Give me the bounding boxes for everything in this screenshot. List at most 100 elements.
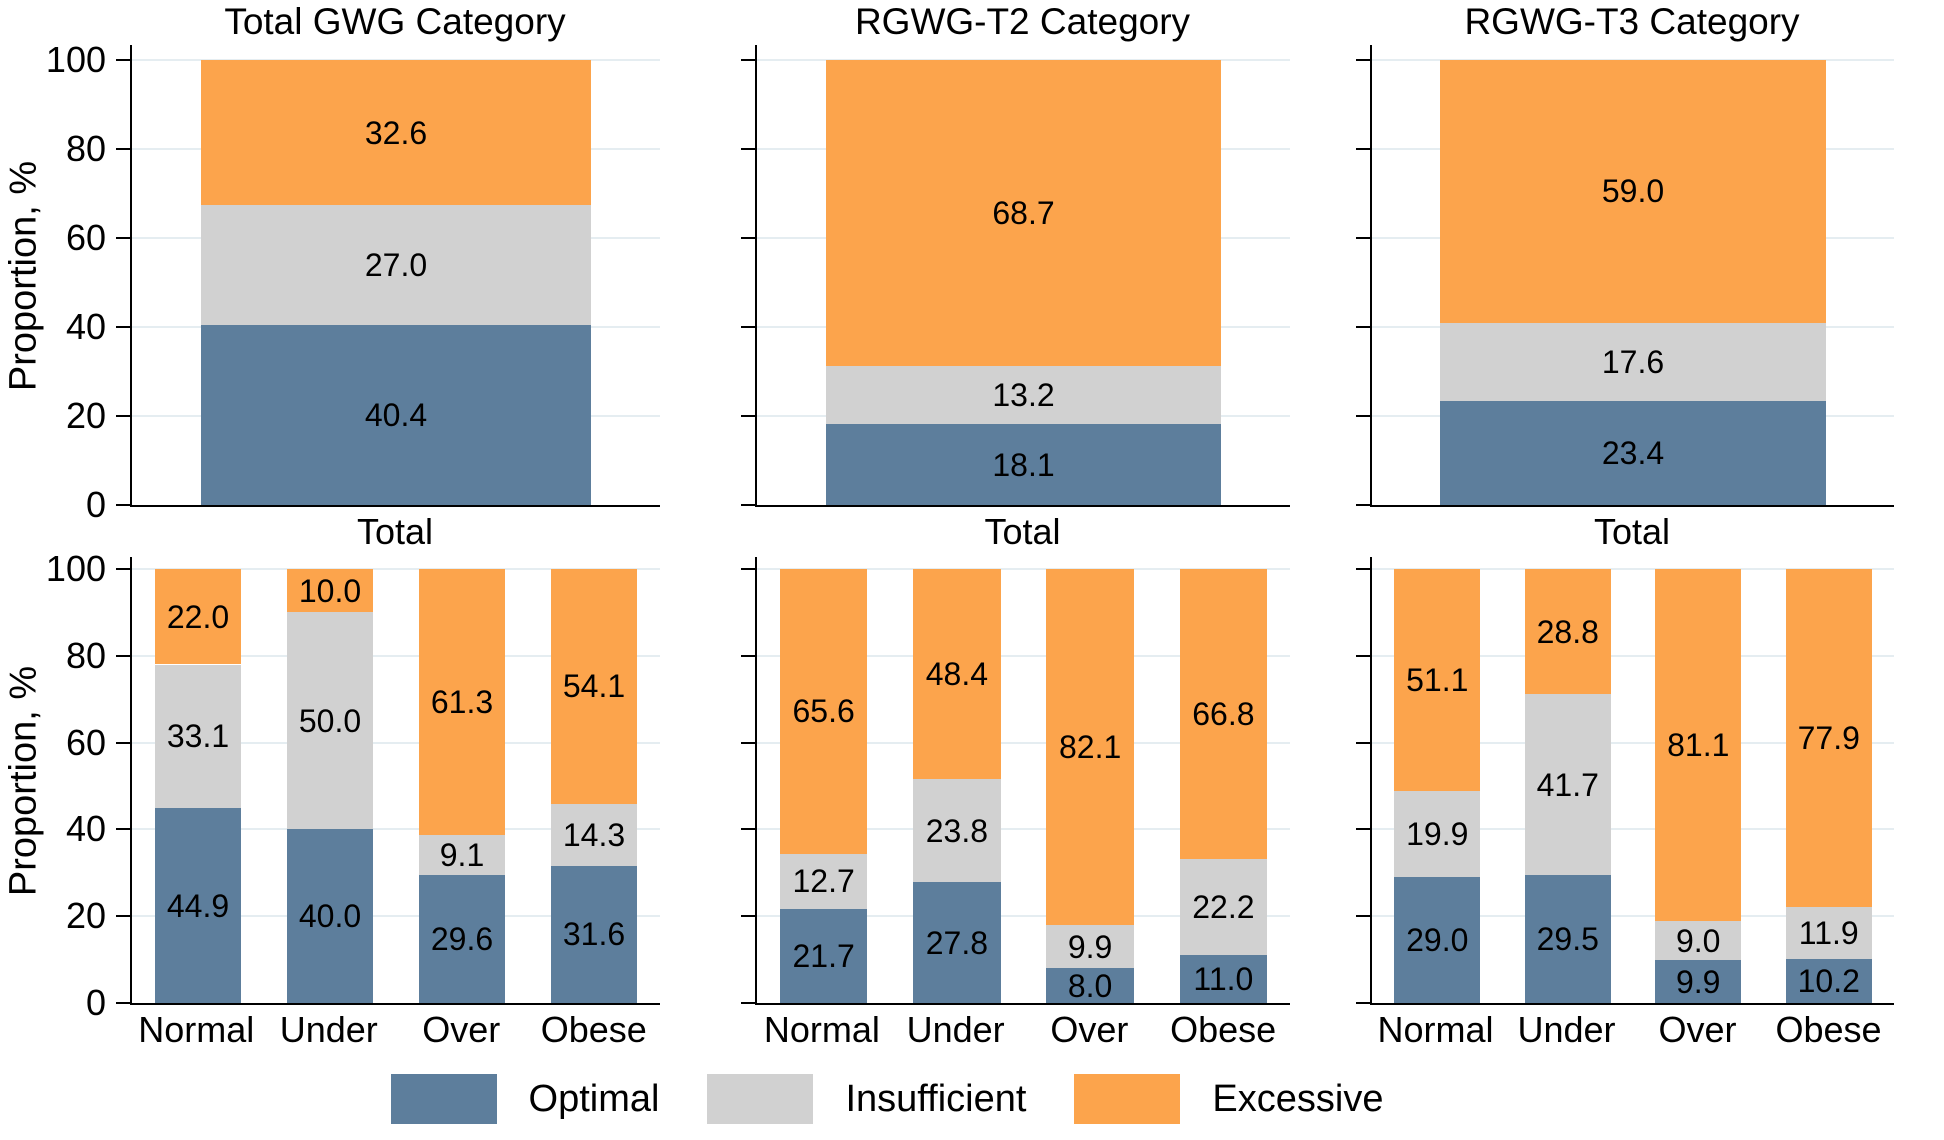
plot-area-rgwg-t3: 23.4 17.6 59.0: [1370, 45, 1894, 507]
y-tick-mark-40: [1356, 828, 1370, 831]
x-category-label-total: Total: [356, 511, 434, 552]
segment-value-label: 22.0: [166, 598, 230, 635]
x-category-label-normal: Normal: [138, 1009, 255, 1050]
y-tick-mark-0: [741, 504, 755, 506]
x-category-label-under: Under: [1517, 1009, 1616, 1050]
y-tick-mark-40: [116, 326, 130, 328]
gridline-80: [757, 654, 1290, 657]
panel-title-rgwg-t3: RGWG-T3 Category: [1464, 1, 1800, 42]
x-category-label-under: Under: [906, 1009, 1005, 1050]
y-tick-label-60: 60: [65, 721, 106, 763]
bar-segment-insufficient: 12.7: [779, 853, 868, 909]
bar-segment-excessive: 28.8: [1524, 569, 1611, 694]
segment-value-label: 41.7: [1536, 766, 1599, 803]
legend-label-excessive: Excessive: [1212, 1077, 1384, 1120]
y-tick-mark-80: [116, 148, 130, 150]
segment-value-label: 54.1: [562, 668, 626, 705]
bar-segment-insufficient: 27.0: [200, 205, 592, 326]
bar-segment-optimal: 40.0: [286, 829, 374, 1003]
y-tick-mark-20: [116, 915, 130, 918]
y-tick-label-80: 80: [65, 128, 106, 169]
segment-value-label: 81.1: [1667, 727, 1730, 763]
segment-value-label: 9.9: [1067, 928, 1113, 965]
chart-panel-rgwg-t3-by-bmi: 29.0 19.9 51.1 29.5 41.7 28.8 9.9 9.0 81.1 10.2 11…: [1290, 557, 1944, 1057]
legend-swatch-optimal: [390, 1073, 497, 1124]
segment-value-label: 68.7: [992, 194, 1055, 231]
segment-value-label: 29.0: [1406, 922, 1469, 959]
y-tick-mark-40: [741, 326, 755, 328]
y-tick-mark-80: [741, 148, 755, 150]
y-tick-mark-60: [116, 237, 130, 239]
bar-segment-excessive: 65.6: [779, 569, 868, 854]
segment-value-label: 9.1: [439, 836, 485, 873]
plot-area-rgwg-t3-bmi: 29.0 19.9 51.1 29.5 41.7 28.8 9.9 9.0 81.1 10.2 11…: [1370, 557, 1894, 1005]
bar-segment-optimal: 9.9: [1655, 960, 1742, 1003]
x-category-label-obese: Obese: [1170, 1009, 1277, 1050]
y-tick-mark-40: [116, 828, 130, 831]
plot-area-total-gwg-bmi: 44.9 33.1 22.0 40.0 50.0 10.0 29.6 9.1 61.3 31.6 1…: [130, 557, 660, 1005]
segment-value-label: 19.9: [1406, 815, 1469, 852]
segment-value-label: 23.8: [925, 812, 988, 849]
bar-segment-insufficient: 19.9: [1394, 790, 1481, 878]
bar-segment-insufficient: 22.2: [1179, 858, 1268, 956]
y-tick-mark-100: [741, 59, 755, 61]
bar-segment-excessive: 68.7: [826, 60, 1221, 366]
bar-under: 27.8 23.8 48.4: [913, 557, 1001, 1003]
gridline-40: [1372, 828, 1894, 831]
segment-value-label: 65.6: [792, 693, 855, 730]
plot-area-rgwg-t2: 18.1 13.2 68.7: [755, 45, 1290, 507]
bar-segment-insufficient: 9.0: [1655, 921, 1742, 961]
y-tick-mark-80: [1356, 148, 1370, 150]
segment-value-label: 8.0: [1067, 967, 1113, 1004]
bar-over: 9.9 9.0 81.1: [1655, 557, 1742, 1003]
segment-value-label: 48.4: [925, 656, 988, 693]
gridline-100: [132, 568, 660, 570]
bar-normal: 21.7 12.7 65.6: [779, 557, 868, 1003]
bar-segment-excessive: 10.0: [286, 569, 374, 613]
segment-value-label: 22.2: [1192, 889, 1255, 926]
gridline-60: [1372, 741, 1894, 744]
bar-segment-optimal: 23.4: [1439, 400, 1827, 505]
segment-value-label: 27.0: [364, 247, 428, 284]
y-tick-mark-0: [1356, 1002, 1370, 1004]
gridline-100: [132, 59, 660, 61]
x-labels-rgwg-t2-bmi: Normal Under Over Obese: [755, 1005, 1290, 1057]
bar-segment-excessive: 48.4: [913, 569, 1001, 780]
bar-segment-optimal: 8.0: [1046, 967, 1134, 1004]
legend-label-optimal: Optimal: [528, 1077, 660, 1120]
segment-value-label: 40.0: [298, 898, 362, 935]
y-tick-mark-100: [1356, 568, 1370, 570]
segment-value-label: 44.9: [166, 887, 230, 924]
bar-segment-optimal: 10.2: [1785, 958, 1872, 1003]
segment-value-label: 40.4: [364, 397, 428, 434]
legend-swatch-insufficient: [707, 1073, 814, 1124]
y-tick-mark-80: [741, 654, 755, 657]
y-tick-mark-80: [116, 654, 130, 657]
bar-segment-insufficient: 11.9: [1785, 907, 1872, 959]
x-category-label-normal: Normal: [1377, 1009, 1494, 1050]
segment-value-label: 29.5: [1536, 920, 1599, 957]
y-tick-mark-40: [1356, 326, 1370, 328]
y-tick-label-80: 80: [65, 634, 106, 676]
segment-value-label: 12.7: [792, 863, 855, 900]
bar-normal: 44.9 33.1 22.0: [154, 557, 242, 1003]
y-axis-total-gwg: Proportion, % 0 20 40 60 80 100: [0, 42, 130, 523]
bar-segment-insufficient: 41.7: [1524, 694, 1611, 875]
y-tick-mark-20: [1356, 415, 1370, 417]
y-tick-mark-100: [116, 59, 130, 61]
bar-under: 40.0 50.0 10.0: [286, 557, 374, 1003]
bar-segment-optimal: 29.0: [1394, 877, 1481, 1003]
bar-segment-optimal: 21.7: [779, 908, 868, 1003]
segment-value-label: 18.1: [992, 446, 1055, 483]
bar-total: 40.4 27.0 32.6: [200, 45, 592, 505]
bar-segment-excessive: 51.1: [1394, 569, 1481, 791]
bar-normal: 29.0 19.9 51.1: [1394, 557, 1481, 1003]
plot-area-total-gwg: 40.4 27.0 32.6: [130, 45, 660, 507]
y-tick-mark-100: [116, 568, 130, 570]
bar-under: 29.5 41.7 28.8: [1524, 557, 1611, 1003]
y-tick-mark-20: [741, 415, 755, 417]
y-tick-mark-60: [1356, 741, 1370, 744]
bar-segment-insufficient: 9.9: [1046, 925, 1134, 969]
segment-value-label: 9.9: [1675, 963, 1721, 1000]
x-category-label-total: Total: [984, 511, 1061, 552]
